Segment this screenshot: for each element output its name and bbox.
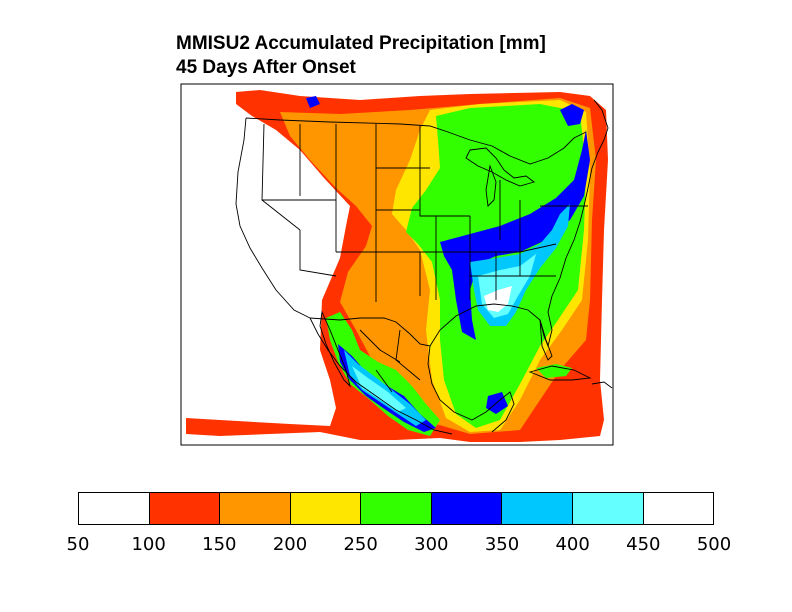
colorbar-box-1 xyxy=(149,493,221,524)
cuba xyxy=(528,365,592,381)
colorbar-tick-label: 100 xyxy=(131,534,166,555)
us-mexico-border xyxy=(309,317,431,347)
baja-california xyxy=(319,310,351,388)
lake-michigan xyxy=(485,164,497,207)
state-lines-west xyxy=(261,123,377,302)
canada-border xyxy=(245,117,587,165)
colorbar-tick-label: 150 xyxy=(202,534,237,555)
colorbar-box-0 xyxy=(79,493,150,524)
colorbar-box-7 xyxy=(572,493,644,524)
colorbar-box-5 xyxy=(431,493,503,524)
hispaniola xyxy=(591,381,613,389)
precip-blue-band xyxy=(440,130,590,340)
state-lines-east xyxy=(469,180,588,300)
precip-blue-spot-northwest xyxy=(306,96,320,108)
colorbar-tick-label: 450 xyxy=(626,534,661,555)
precip-lightcyan-region-mexico xyxy=(352,366,406,412)
map-boundaries xyxy=(235,99,613,435)
title-line-2: 45 Days After Onset xyxy=(176,57,356,78)
precip-cyan-region-mexico xyxy=(344,350,426,426)
precip-fill-layer xyxy=(186,90,608,442)
great-lakes xyxy=(465,147,535,187)
colorbar-box-3 xyxy=(290,493,362,524)
mexico-gulf-coast xyxy=(427,345,515,433)
colorbar xyxy=(78,492,714,525)
colorbar-tick-label: 200 xyxy=(272,534,308,555)
colorbar-tick-label: 250 xyxy=(343,534,378,555)
us-west-coast xyxy=(235,117,311,319)
gulf-coast xyxy=(429,295,553,348)
atlantic-coast xyxy=(551,99,609,297)
colorbar-tick-label: 300 xyxy=(414,534,449,555)
colorbar-tick-label: 500 xyxy=(696,534,732,555)
colorbar-box-2 xyxy=(220,493,291,524)
colorbar-tick-label: 50 xyxy=(66,534,90,555)
colorbar-box-8 xyxy=(643,493,714,524)
colorbar-tick-label: 350 xyxy=(484,534,520,555)
map-frame xyxy=(180,83,614,446)
colorbar-box-6 xyxy=(502,493,573,524)
mexico-state-lines xyxy=(359,329,421,393)
title-line-1: MMISU2 Accumulated Precipitation [mm] xyxy=(176,33,546,54)
precip-blue-spot-northeast xyxy=(560,104,584,126)
mexico-pacific-coast xyxy=(309,317,453,435)
florida xyxy=(539,319,553,361)
title-block: MMISU2 Accumulated Precipitation [mm] 45… xyxy=(176,32,546,80)
colorbar-tick-label: 400 xyxy=(555,534,590,555)
colorbar-box-4 xyxy=(361,493,432,524)
